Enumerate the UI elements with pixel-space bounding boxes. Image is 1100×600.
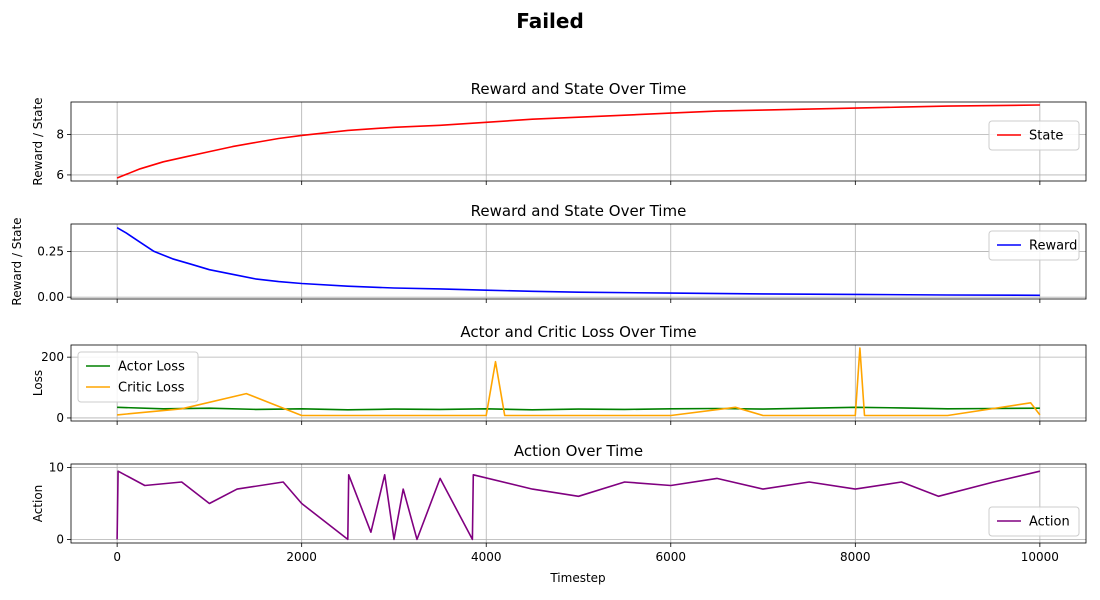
series-line-actor-loss — [117, 406, 1040, 411]
subplot-3: 0 200 Actor and Critic Loss Over Time Loss A… — [31, 323, 1087, 425]
legend-box — [77, 351, 199, 403]
figure-title: Failed — [516, 9, 584, 33]
series-line-critic-loss — [117, 347, 1041, 417]
legend: State — [988, 120, 1080, 151]
x-tick-label: 6000 — [655, 550, 686, 564]
series-line-state — [116, 104, 1040, 179]
y-tick-label: 0 — [56, 411, 64, 425]
series-group — [116, 104, 1040, 179]
subplots: 6 8 Reward and State Over Time Reward / Sta… — [10, 80, 1087, 564]
subplot-title: Actor and Critic Loss Over Time — [460, 323, 696, 341]
legend: Action — [988, 506, 1080, 537]
y-tick-label: 0.25 — [37, 244, 64, 258]
legend-entry: State — [1029, 129, 1063, 144]
subplot-title: Reward and State Over Time — [471, 80, 687, 98]
subplot-4: 0 10 Action Over Time Action Action — [31, 442, 1087, 547]
subplot-2: 0.00 0.25 Reward and State Over Time Reward… — [10, 202, 1087, 306]
y-tick-label: 200 — [41, 350, 64, 364]
y-axis-label: Reward / State — [31, 97, 45, 185]
y-tick-label: 10 — [49, 461, 64, 475]
x-tick-label: 10000 — [1021, 550, 1059, 564]
x-axis-label: Timestep — [549, 571, 605, 585]
legend: Actor Loss Critic Loss — [77, 351, 199, 403]
subplot-1: 6 8 Reward and State Over Time Reward / Sta… — [31, 80, 1087, 186]
legend-entry: Critic Loss — [118, 381, 185, 396]
axes-frame — [70, 223, 1087, 300]
y-tick-label: 0.00 — [37, 290, 64, 304]
x-tick-label: 8000 — [840, 550, 871, 564]
series-group — [116, 470, 1041, 541]
series-group — [116, 227, 1040, 297]
axes-frame — [70, 344, 1087, 422]
legend-box — [988, 230, 1080, 261]
legend-entry: Action — [1029, 515, 1070, 530]
legend-entry: Reward — [1029, 239, 1077, 254]
legend-box — [988, 506, 1080, 537]
x-tick-label: 4000 — [471, 550, 502, 564]
legend-entry: Actor Loss — [118, 360, 185, 375]
y-axis-label: Loss — [31, 370, 45, 396]
axes-frame — [70, 101, 1087, 182]
series-line-reward — [116, 227, 1040, 297]
y-axis-label: Action — [31, 485, 45, 523]
legend-box — [988, 120, 1080, 151]
series-line-action — [116, 470, 1041, 541]
x-tick-label: 0 — [113, 550, 121, 564]
y-tick-label: 6 — [56, 168, 64, 182]
x-tick-label: 2000 — [286, 550, 317, 564]
subplot-title: Reward and State Over Time — [471, 202, 687, 220]
subplot-title: Action Over Time — [514, 442, 643, 460]
legend: Reward — [988, 230, 1080, 261]
series-group — [117, 347, 1041, 417]
y-tick-label: 8 — [56, 127, 64, 141]
axes-frame — [70, 463, 1087, 544]
y-tick-label: 0 — [56, 532, 64, 546]
y-axis-label: Reward / State — [10, 217, 24, 305]
